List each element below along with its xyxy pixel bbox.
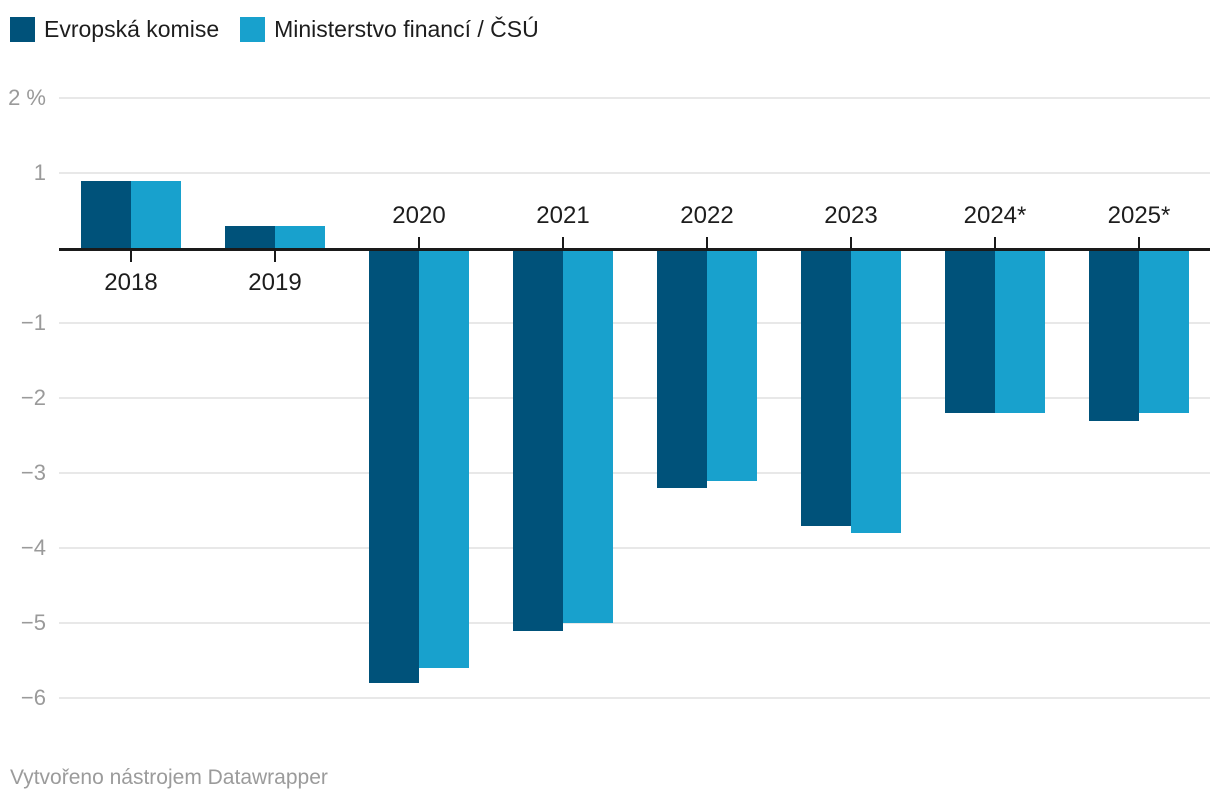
- bar-2023-series0: [801, 251, 851, 526]
- x-axis-label-2024: 2024*: [963, 202, 1027, 229]
- x-axis-label-2025: 2025*: [1107, 202, 1171, 229]
- gridline: [59, 547, 1210, 549]
- y-axis-tick-label: −3: [20, 460, 46, 485]
- gridline: [59, 172, 1210, 174]
- x-axis-label-2019: 2019: [248, 269, 302, 296]
- bar-2021-series0: [513, 251, 563, 631]
- legend-item-ministerstvo-financi: Ministerstvo financí / ČSÚ: [240, 16, 539, 43]
- gridline: [59, 472, 1210, 474]
- x-axis-tick: [274, 251, 276, 262]
- x-axis-label-2021: 2021: [536, 202, 590, 229]
- x-axis-label-2023: 2023: [824, 202, 878, 229]
- bar-2022-series0: [657, 251, 707, 488]
- x-axis-tick: [1138, 237, 1140, 248]
- bar-2019-series1: [275, 225, 325, 248]
- bar-2022-series1: [707, 251, 757, 481]
- y-axis-tick-label: −1: [20, 310, 46, 335]
- legend: Evropská komise Ministerstvo financí / Č…: [10, 16, 539, 43]
- bar-2024-series1: [995, 251, 1045, 413]
- gridline: [59, 622, 1210, 624]
- bar-2025-series0: [1089, 251, 1139, 421]
- y-axis-tick-label: −4: [20, 535, 46, 560]
- legend-item-evropska-komise: Evropská komise: [10, 16, 219, 43]
- bar-2018-series0: [81, 180, 131, 248]
- x-axis-tick: [850, 237, 852, 248]
- legend-swatch-ministerstvo-financi: [240, 17, 266, 42]
- x-axis-tick: [418, 237, 420, 248]
- gridline: [59, 397, 1210, 399]
- bar-2018-series1: [131, 180, 181, 248]
- bar-2020-series0: [369, 251, 419, 683]
- bar-2020-series1: [419, 251, 469, 668]
- y-axis-tick-label: −2: [20, 385, 46, 410]
- y-axis-tick-label: 1: [33, 160, 46, 185]
- x-axis-tick: [994, 237, 996, 248]
- x-axis-label-2020: 2020: [392, 202, 446, 229]
- legend-label-ministerstvo-financi: Ministerstvo financí / ČSÚ: [274, 16, 539, 42]
- x-axis-tick: [706, 237, 708, 248]
- y-axis-tick-label: −6: [20, 685, 46, 710]
- bar-2025-series1: [1139, 251, 1189, 413]
- footer-credit: Vytvořeno nástrojem Datawrapper: [10, 766, 328, 789]
- y-axis-tick-label: 2 %: [8, 85, 46, 110]
- legend-label-evropska-komise: Evropská komise: [44, 16, 220, 42]
- x-axis-tick: [562, 237, 564, 248]
- y-axis-tick-label: −5: [20, 610, 46, 635]
- bar-2024-series0: [945, 251, 995, 413]
- x-axis-label-2018: 2018: [104, 269, 158, 296]
- legend-swatch-evropska-komise: [10, 17, 35, 42]
- gridline: [59, 97, 1210, 99]
- bar-2019-series0: [225, 225, 275, 248]
- x-axis-label-2022: 2022: [680, 202, 734, 229]
- bar-2021-series1: [563, 251, 613, 623]
- bar-2023-series1: [851, 251, 901, 533]
- gridline: [59, 697, 1210, 699]
- x-axis-baseline: [59, 248, 1210, 251]
- x-axis-tick: [130, 251, 132, 262]
- gridline: [59, 322, 1210, 324]
